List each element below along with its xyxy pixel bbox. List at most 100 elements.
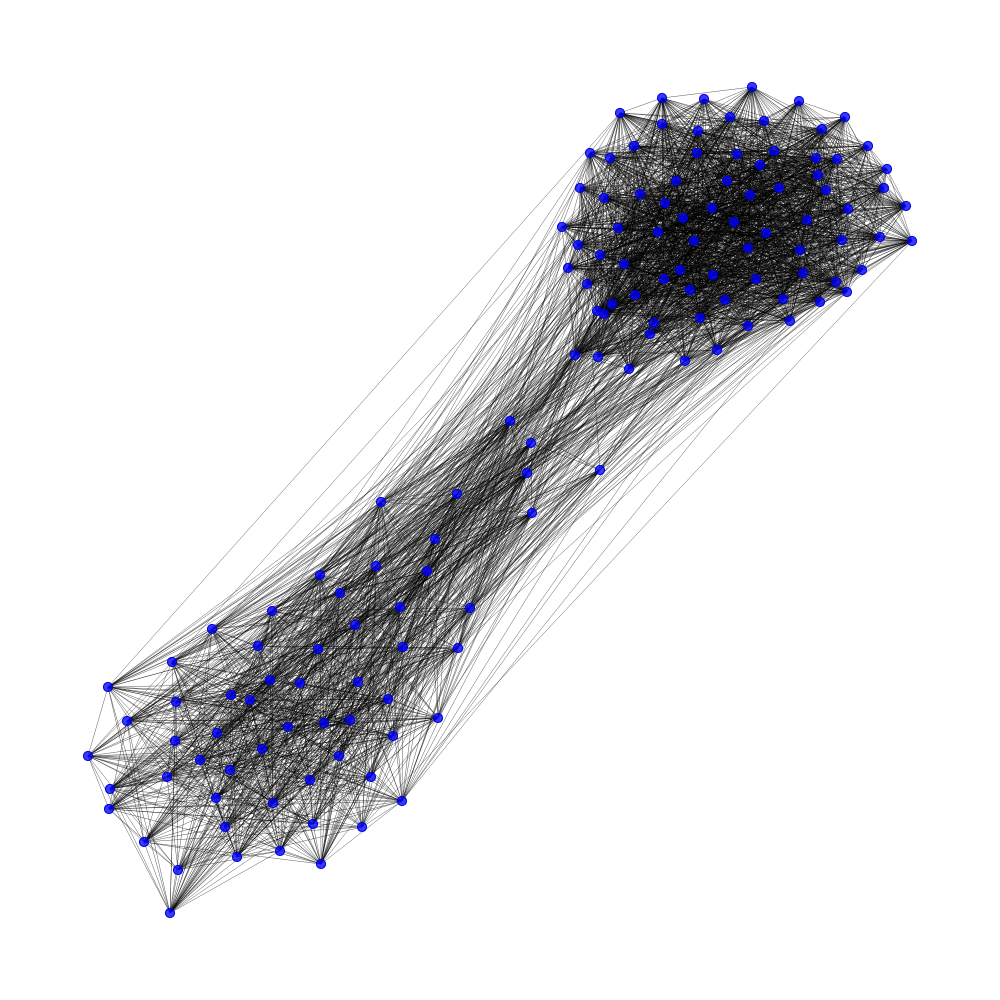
edge	[836, 158, 885, 189]
edge	[773, 150, 907, 207]
bridge-edge	[126, 267, 569, 722]
edge	[224, 776, 372, 828]
edge	[661, 86, 753, 99]
graph-node	[612, 222, 624, 234]
edge	[87, 661, 173, 757]
edge	[696, 152, 827, 191]
graph-node	[878, 182, 890, 194]
graph-node	[750, 273, 762, 285]
bridge-edge	[261, 202, 666, 750]
edge	[361, 420, 511, 828]
edge	[215, 779, 311, 799]
bridge-edge	[230, 226, 563, 696]
bridge-edge	[354, 360, 686, 626]
edge	[370, 607, 471, 778]
edge	[815, 157, 849, 210]
graph-node	[707, 269, 719, 281]
bridge-edge	[375, 254, 601, 567]
edge	[749, 194, 849, 210]
bridge-edge	[457, 291, 848, 649]
graph-node	[656, 118, 668, 130]
bridge-edge	[380, 189, 827, 503]
edge	[216, 512, 533, 734]
edge	[821, 128, 885, 189]
graph-node	[731, 148, 743, 160]
bridge-edge	[380, 269, 681, 503]
edge	[272, 717, 439, 804]
bridge-edge	[399, 294, 636, 608]
graph-node	[836, 234, 848, 246]
edge	[623, 193, 641, 265]
graph-node	[572, 239, 584, 251]
bridge-edge	[169, 194, 751, 914]
bridge-edge	[530, 194, 751, 444]
bridge-edge	[319, 289, 691, 576]
bridge-edge	[469, 157, 611, 609]
bridge-edge	[224, 231, 659, 828]
edge	[143, 841, 171, 914]
graph-node	[698, 93, 710, 105]
graph-node	[352, 676, 364, 688]
bridge-edge	[317, 325, 749, 650]
bridge-edge	[171, 274, 714, 663]
bridge-edge	[434, 360, 686, 540]
edge	[361, 469, 601, 828]
edge	[579, 187, 625, 265]
graph-node	[856, 264, 868, 276]
edge	[236, 646, 404, 858]
graph-node	[521, 467, 533, 479]
edge	[199, 679, 271, 761]
edge	[272, 779, 311, 804]
bridge-edge	[229, 112, 621, 771]
edge	[609, 128, 823, 159]
bridge-edge	[456, 294, 636, 495]
bridge-edge	[279, 274, 714, 852]
edge	[269, 679, 281, 852]
graph-node	[724, 111, 736, 123]
edge	[835, 236, 881, 283]
graph-node	[304, 774, 316, 786]
graph-node	[429, 533, 441, 545]
edge	[175, 701, 403, 802]
edge	[886, 168, 907, 207]
graph-node	[784, 315, 796, 327]
edge	[469, 512, 533, 609]
bridge-edge	[457, 289, 691, 649]
edge	[699, 194, 751, 319]
edge	[763, 120, 885, 189]
edge	[798, 100, 846, 118]
graph-node	[862, 140, 874, 152]
edge	[689, 239, 843, 291]
edge	[619, 112, 728, 182]
edge	[586, 283, 726, 301]
edge	[773, 150, 819, 176]
edge	[617, 123, 663, 229]
bridge-edge	[126, 272, 804, 722]
edge	[821, 128, 907, 207]
edge	[338, 512, 533, 757]
graph-node	[172, 864, 184, 876]
edge	[108, 808, 322, 865]
graph-node	[684, 284, 696, 296]
graph-node	[656, 92, 668, 104]
edge	[175, 574, 321, 703]
edge	[317, 501, 382, 650]
graph-node	[658, 273, 670, 285]
graph-node	[312, 643, 324, 655]
edge	[236, 850, 281, 858]
bridge-edge	[380, 317, 701, 503]
bridge-edge	[401, 320, 791, 802]
edge	[679, 187, 780, 271]
edge	[649, 221, 735, 335]
edge	[699, 189, 827, 319]
edge	[747, 281, 837, 327]
bridge-edge	[531, 254, 601, 514]
edge	[175, 682, 301, 703]
edge	[108, 719, 351, 810]
bridge-edge	[530, 208, 849, 444]
edge	[639, 116, 731, 195]
edge	[229, 769, 238, 858]
bridge-edge	[257, 189, 827, 647]
edge	[177, 850, 281, 871]
bridge-edge	[171, 145, 635, 663]
